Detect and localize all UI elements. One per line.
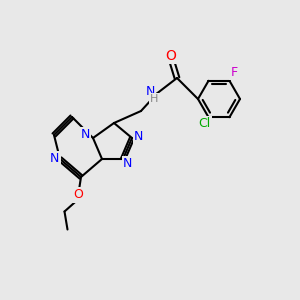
Text: N: N	[134, 130, 143, 143]
Text: O: O	[73, 188, 83, 202]
Text: Cl: Cl	[199, 117, 211, 130]
Text: N: N	[50, 152, 59, 166]
Text: N: N	[145, 85, 155, 98]
Text: F: F	[231, 66, 238, 79]
Text: N: N	[123, 157, 133, 170]
Text: H: H	[150, 94, 159, 104]
Text: O: O	[166, 49, 176, 62]
Text: N: N	[81, 128, 90, 142]
